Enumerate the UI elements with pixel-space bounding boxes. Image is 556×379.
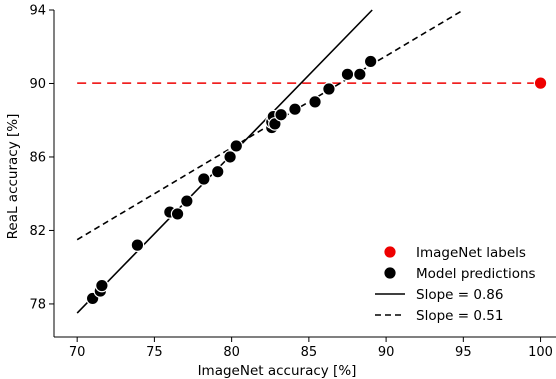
model-point-9 bbox=[223, 150, 237, 164]
model-point-21 bbox=[363, 54, 378, 69]
x-tick-label-70: 70 bbox=[69, 345, 86, 360]
x-tick-label-90: 90 bbox=[378, 345, 395, 360]
x-tick-label-75: 75 bbox=[146, 345, 163, 360]
legend-label-model-predictions: Model predictions bbox=[416, 266, 536, 282]
axes-layer bbox=[53, 10, 556, 338]
fit-lines-layer bbox=[76, 9, 464, 314]
model-point-18 bbox=[322, 82, 336, 96]
y-tick-label-94: 94 bbox=[29, 4, 46, 19]
fit-line-solid bbox=[76, 9, 373, 314]
y-tick-label-90: 90 bbox=[29, 77, 46, 92]
model-point-10 bbox=[229, 139, 244, 153]
y-tick-label-82: 82 bbox=[29, 224, 46, 239]
model-point-8 bbox=[210, 164, 225, 179]
label-point-0 bbox=[533, 76, 548, 90]
legend-marker-imagenet-labels bbox=[383, 245, 397, 259]
legend: ImageNet labels Model predictions Slope = … bbox=[375, 245, 536, 324]
legend-marker-model-predictions bbox=[383, 266, 397, 280]
model-point-14 bbox=[268, 117, 282, 131]
x-axis-title: ImageNet accuracy [%] bbox=[198, 363, 357, 379]
y-tick-label-86: 86 bbox=[29, 150, 46, 165]
x-tick-label-100: 100 bbox=[528, 345, 553, 360]
model-point-16 bbox=[288, 102, 302, 117]
model-point-19 bbox=[340, 67, 355, 82]
legend-label-imagenet-labels: ImageNet labels bbox=[416, 245, 526, 261]
legend-label-slope-0-86: Slope = 0.86 bbox=[416, 287, 503, 303]
model-point-15 bbox=[274, 107, 288, 122]
model-point-6 bbox=[180, 194, 194, 208]
ticks-layer: 70 75 80 85 90 95 100 78 82 86 90 94 bbox=[29, 4, 553, 361]
model-point-2 bbox=[95, 278, 109, 293]
x-tick-label-80: 80 bbox=[223, 345, 240, 360]
x-tick-label-85: 85 bbox=[301, 345, 318, 360]
model-point-7 bbox=[197, 172, 211, 186]
y-axis-title: ReaL accuracy [%] bbox=[5, 114, 21, 240]
y-tick-label-78: 78 bbox=[29, 297, 46, 312]
points-layer bbox=[85, 54, 548, 306]
x-tick-label-95: 95 bbox=[455, 345, 472, 360]
model-point-5 bbox=[170, 207, 185, 221]
legend-label-slope-0-51: Slope = 0.51 bbox=[416, 308, 503, 324]
model-point-17 bbox=[308, 95, 322, 109]
model-point-3 bbox=[130, 238, 145, 252]
model-point-20 bbox=[353, 67, 367, 82]
